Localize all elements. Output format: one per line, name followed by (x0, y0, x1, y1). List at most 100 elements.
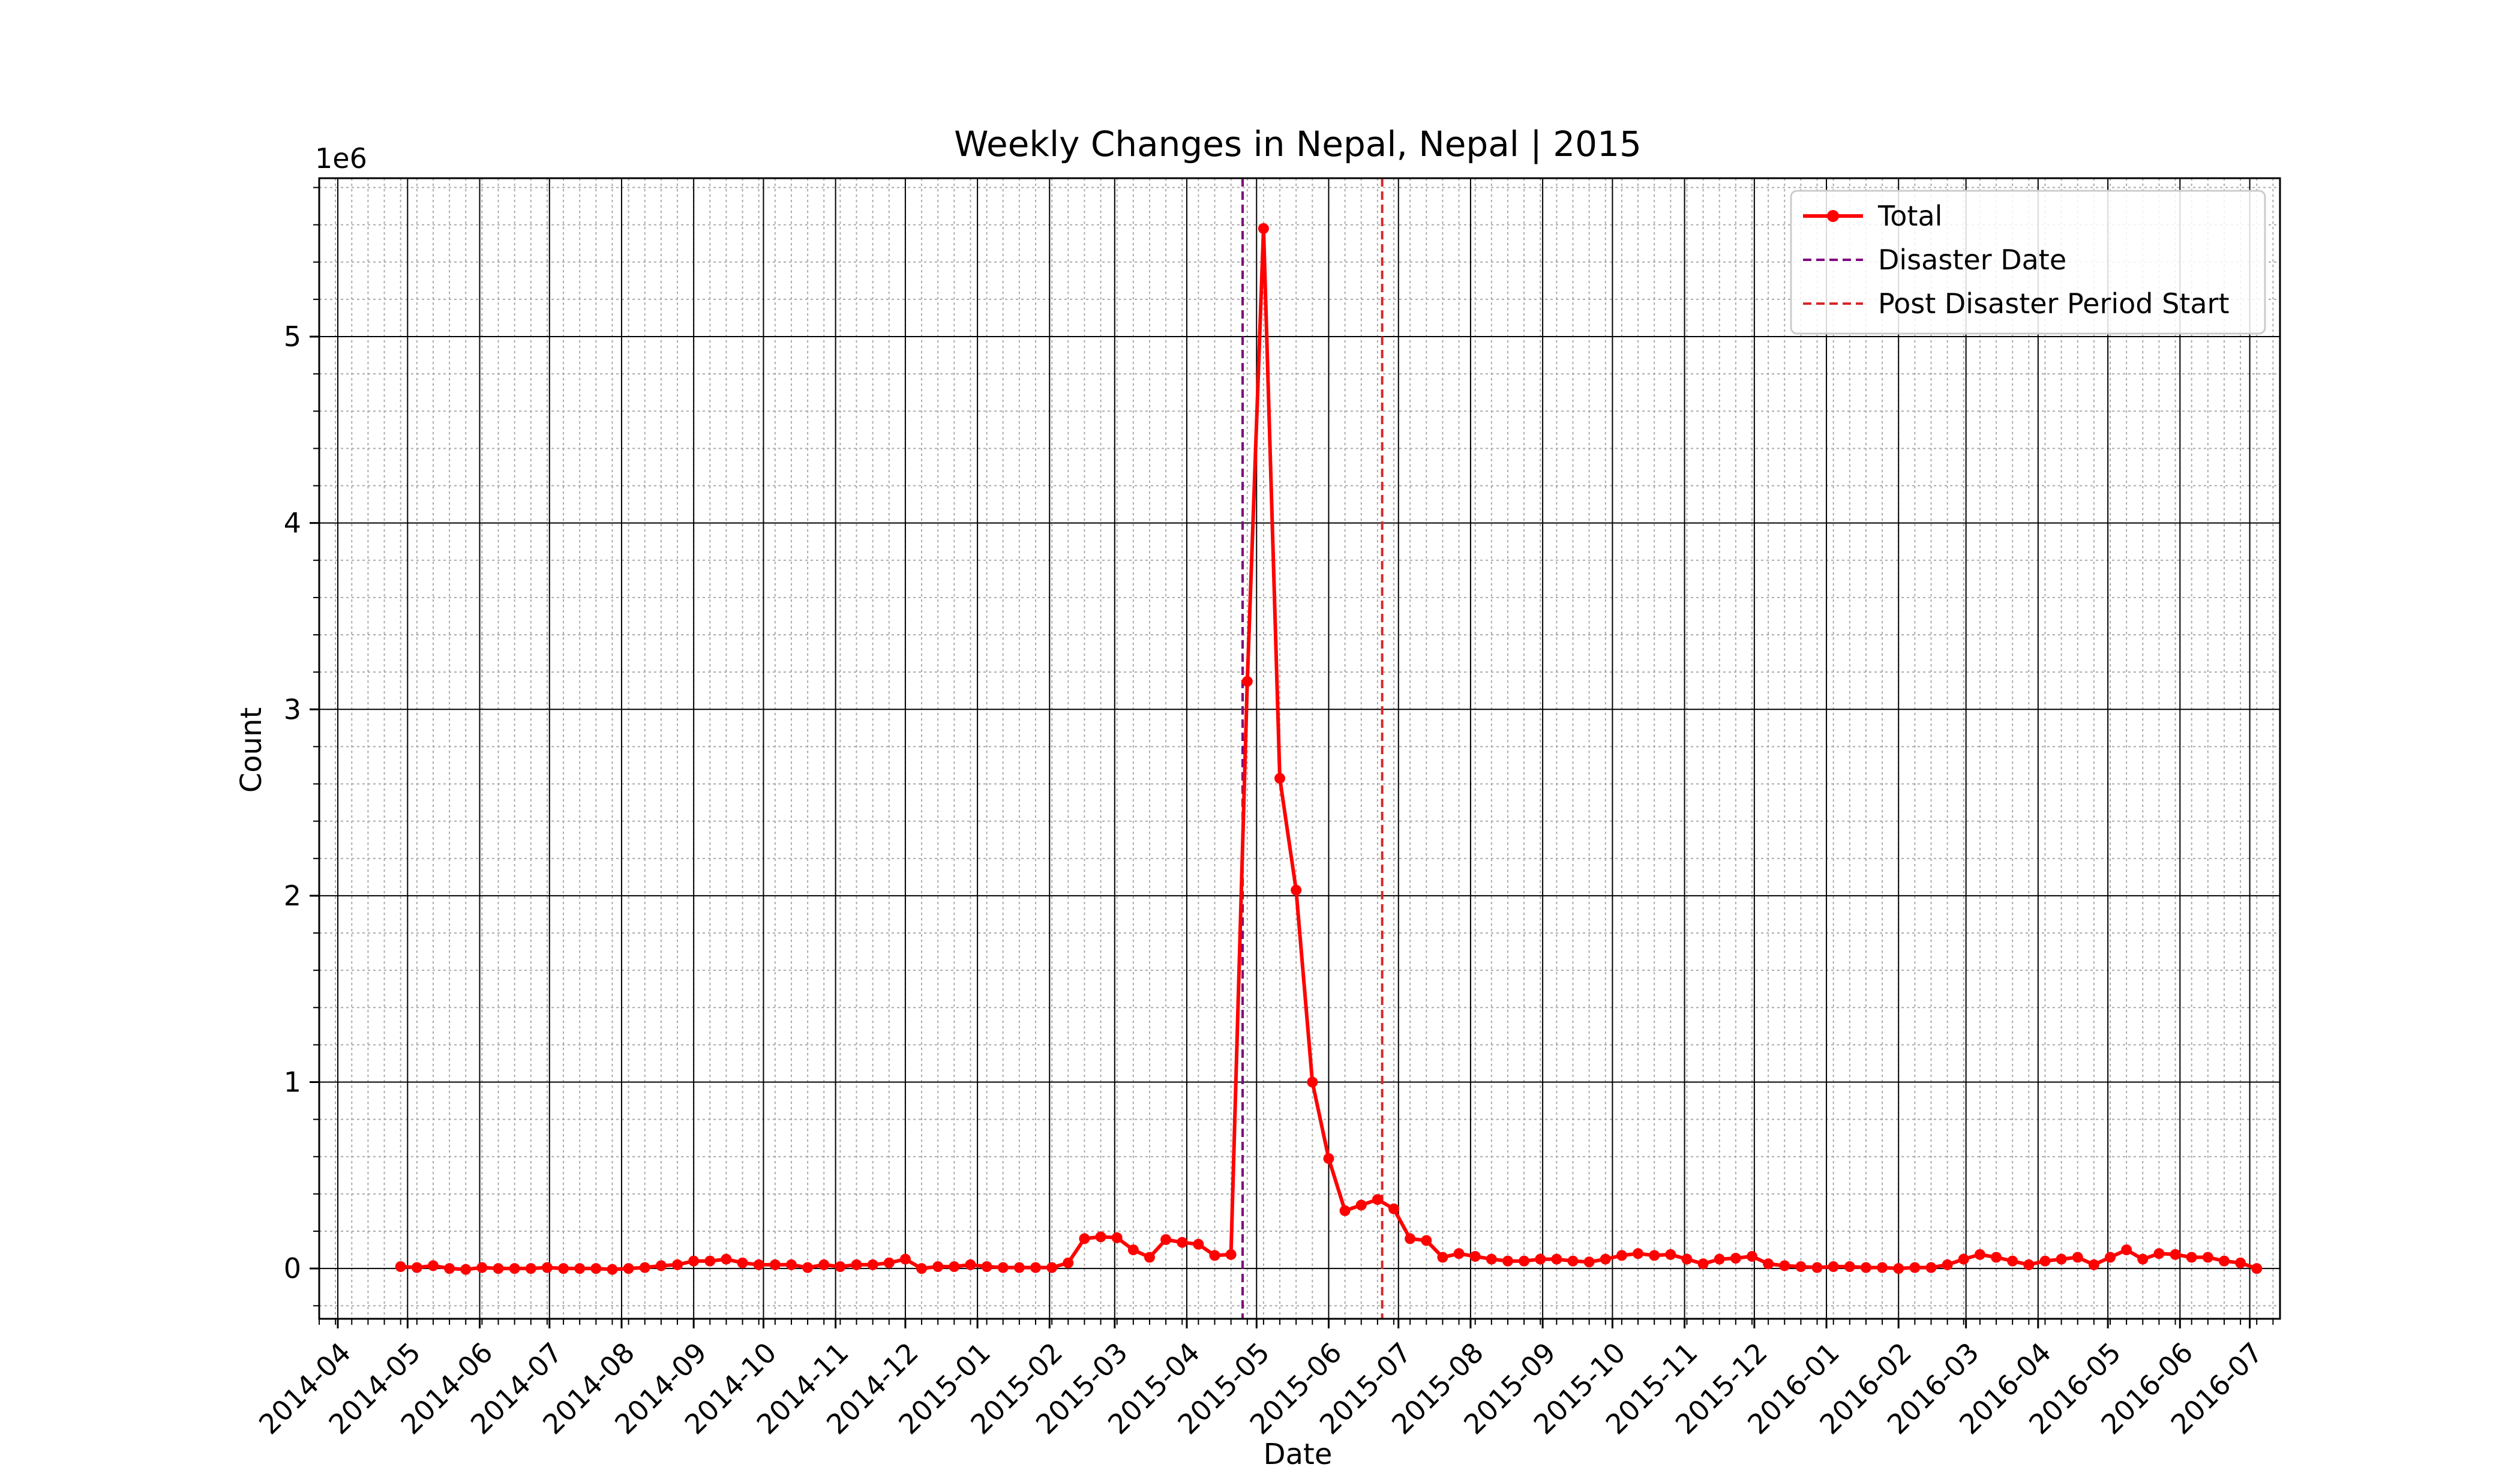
data-point (1681, 1253, 1693, 1265)
data-point (1046, 1262, 1058, 1273)
legend-marker-total (1827, 210, 1839, 222)
data-point (1241, 676, 1253, 687)
data-point (867, 1259, 878, 1270)
data-point (1405, 1233, 1416, 1244)
data-point (1209, 1250, 1220, 1261)
minor-grid (319, 178, 2280, 1319)
data-point (1372, 1194, 1383, 1205)
data-point (1991, 1252, 2002, 1263)
data-point (1144, 1252, 1155, 1263)
data-point (981, 1261, 992, 1273)
data-point (1747, 1250, 1758, 1262)
data-point (2137, 1253, 2149, 1265)
data-point (2088, 1259, 2099, 1270)
plot-frame (318, 177, 2281, 1320)
data-point (965, 1259, 976, 1270)
data-point (639, 1262, 650, 1273)
data-point (2218, 1255, 2230, 1267)
data-point (1519, 1255, 1530, 1267)
data-point (1649, 1250, 1660, 1261)
data-point (1909, 1262, 1921, 1273)
data-point (1193, 1238, 1204, 1250)
major-grid (319, 178, 2280, 1319)
legend-box (1790, 190, 2266, 335)
data-point (1779, 1260, 1790, 1271)
data-point (541, 1262, 553, 1273)
data-point (1958, 1253, 1969, 1265)
data-point (2072, 1252, 2083, 1263)
y-axis-label: Count (235, 707, 268, 793)
data-point (607, 1264, 618, 1275)
data-point (493, 1263, 504, 1274)
data-point (1828, 1261, 1839, 1273)
data-point (1127, 1244, 1139, 1256)
data-point (2186, 1252, 2197, 1263)
data-point (769, 1259, 781, 1270)
data-point (932, 1261, 944, 1273)
data-point (704, 1255, 716, 1267)
y-tick-label: 2 (284, 880, 301, 912)
data-point (1013, 1262, 1025, 1273)
data-point (1339, 1205, 1351, 1216)
data-point (2105, 1252, 2116, 1263)
data-point (916, 1263, 928, 1274)
y-tick-label: 1 (284, 1066, 301, 1099)
data-point (997, 1262, 1009, 1273)
y-tick-label: 4 (284, 507, 301, 539)
data-point (1583, 1256, 1595, 1268)
data-point (1567, 1255, 1579, 1267)
y-tick-label: 5 (284, 320, 301, 353)
data-point (1388, 1203, 1400, 1214)
legend-label-post-disaster: Post Disaster Period Start (1878, 287, 2230, 320)
data-point (1437, 1252, 1448, 1263)
data-point (1323, 1153, 1334, 1164)
data-point (818, 1259, 830, 1270)
y-offset-label: 1e6 (315, 142, 367, 175)
data-point (1811, 1262, 1823, 1273)
legend-label-total: Total (1877, 200, 1942, 232)
data-point (1600, 1253, 1611, 1265)
data-point (1502, 1255, 1513, 1267)
data-point (1453, 1248, 1465, 1259)
data-point (1616, 1250, 1627, 1261)
data-point (444, 1263, 455, 1274)
data-point (802, 1262, 814, 1273)
data-point (1942, 1259, 1953, 1270)
legend: Total Disaster Date Post Disaster Period… (1790, 190, 2266, 335)
data-point (851, 1259, 862, 1270)
data-point (574, 1263, 586, 1274)
data-point (2235, 1257, 2246, 1268)
data-point (2039, 1255, 2051, 1267)
data-point (1925, 1262, 1937, 1273)
y-tick-labels: 0 1 2 3 4 5 (284, 320, 301, 1285)
data-point (1421, 1235, 1432, 1246)
data-point (1063, 1257, 1074, 1268)
data-point (655, 1260, 667, 1271)
data-point (1877, 1262, 1888, 1273)
data-point (411, 1262, 422, 1273)
data-point (2023, 1259, 2035, 1270)
data-point (1160, 1234, 1172, 1245)
data-point (1974, 1249, 1985, 1260)
data-point (835, 1261, 846, 1273)
data-point (2170, 1249, 2181, 1260)
legend-label-disaster-date: Disaster Date (1878, 244, 2066, 276)
series-group (395, 223, 2263, 1275)
y-tick-label: 0 (284, 1252, 301, 1285)
data-point (1030, 1262, 1042, 1273)
data-point (1469, 1250, 1481, 1262)
y-tick-label: 3 (284, 693, 301, 725)
data-point (1665, 1249, 1676, 1260)
data-point (623, 1263, 634, 1274)
data-point (883, 1257, 895, 1268)
x-axis-label: Date (1264, 1438, 1333, 1470)
data-point (688, 1255, 700, 1267)
data-point (1535, 1253, 1546, 1265)
data-point (721, 1253, 732, 1265)
data-point (1730, 1253, 1741, 1264)
data-point (427, 1260, 439, 1271)
axis-ticks (310, 187, 2274, 1328)
data-point (1551, 1253, 1562, 1265)
data-point (899, 1253, 911, 1265)
